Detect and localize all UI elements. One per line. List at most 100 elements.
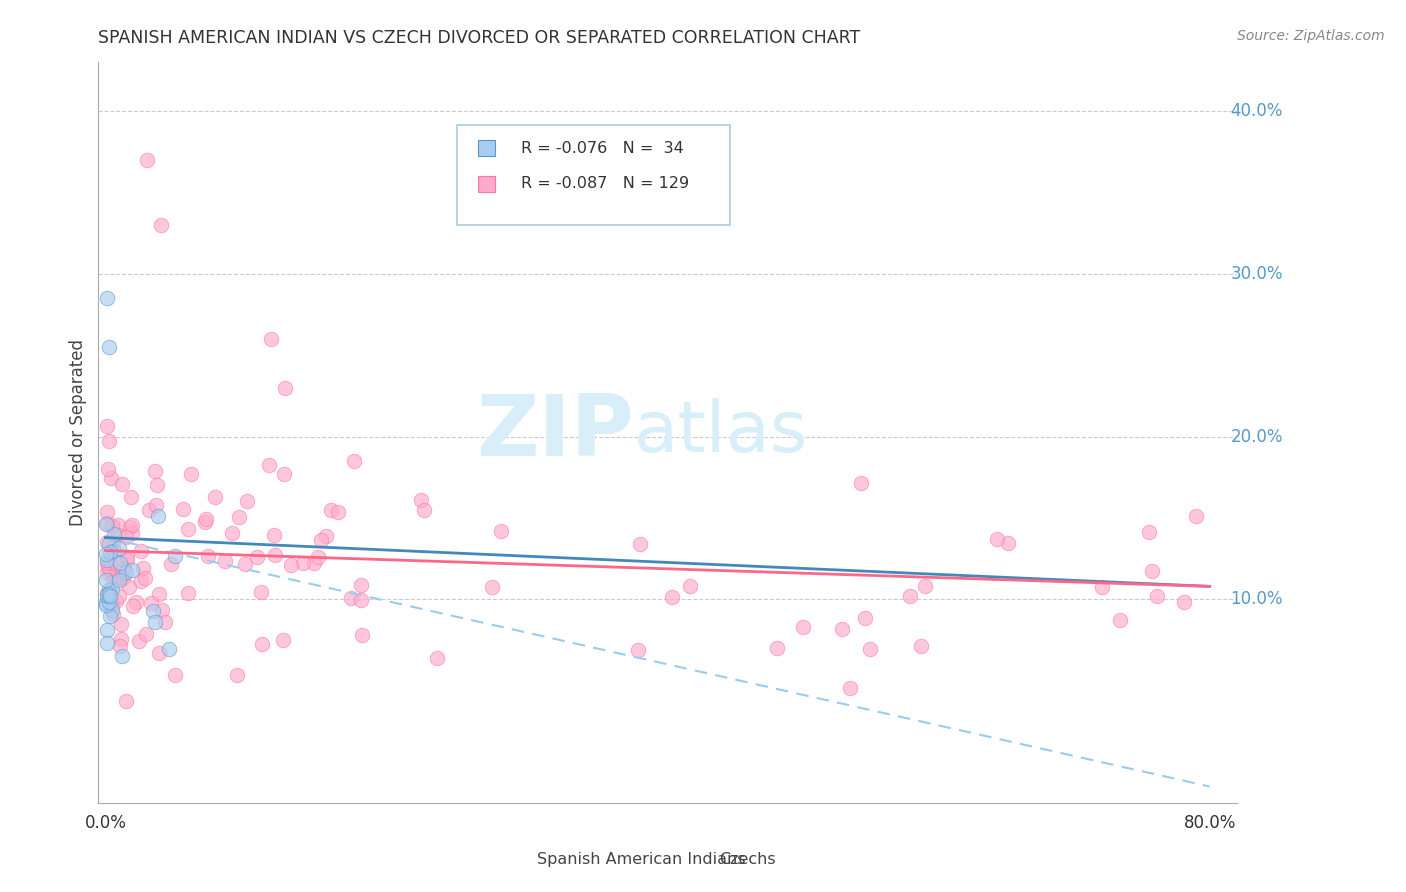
- Point: [135, 627, 157, 641]
- Point: [838, 681, 860, 695]
- Point: [157, 641, 180, 656]
- Point: [103, 535, 125, 549]
- Point: [831, 623, 853, 637]
- Point: [263, 528, 285, 542]
- Point: [172, 502, 194, 516]
- Point: [148, 646, 170, 660]
- Point: [250, 585, 273, 599]
- Point: [326, 505, 349, 519]
- Point: [120, 490, 142, 504]
- Point: [118, 520, 141, 534]
- Text: R = -0.076   N =  34: R = -0.076 N = 34: [522, 141, 683, 156]
- Point: [1091, 581, 1114, 595]
- Point: [849, 476, 872, 491]
- Point: [98, 545, 121, 559]
- Point: [1146, 590, 1168, 604]
- Point: [792, 619, 814, 633]
- Text: 0.0%: 0.0%: [84, 814, 127, 832]
- Point: [246, 550, 269, 565]
- Point: [302, 557, 325, 571]
- Text: SPANISH AMERICAN INDIAN VS CZECH DIVORCED OR SEPARATED CORRELATION CHART: SPANISH AMERICAN INDIAN VS CZECH DIVORCE…: [98, 29, 860, 47]
- Point: [274, 381, 297, 395]
- Point: [105, 556, 128, 570]
- Point: [121, 518, 143, 533]
- Point: [143, 465, 166, 479]
- Point: [96, 292, 118, 306]
- Text: atlas: atlas: [634, 398, 808, 467]
- Y-axis label: Divorced or Separated: Divorced or Separated: [69, 339, 87, 526]
- Point: [108, 589, 131, 603]
- Point: [103, 526, 125, 541]
- Point: [114, 694, 136, 708]
- Point: [132, 561, 155, 575]
- Point: [628, 537, 651, 551]
- Point: [98, 582, 121, 597]
- Point: [273, 467, 295, 481]
- Point: [146, 509, 169, 524]
- Point: [150, 603, 173, 617]
- Point: [121, 525, 143, 540]
- Point: [129, 544, 152, 558]
- Point: [97, 537, 120, 551]
- Point: [489, 524, 512, 538]
- Point: [110, 571, 132, 585]
- Point: [997, 536, 1019, 550]
- Point: [342, 453, 364, 467]
- Point: [98, 555, 121, 569]
- Point: [271, 633, 294, 648]
- Point: [96, 516, 118, 530]
- Point: [96, 565, 118, 579]
- Point: [96, 556, 118, 570]
- Point: [252, 636, 274, 650]
- Point: [115, 553, 138, 567]
- Point: [986, 532, 1008, 546]
- Point: [195, 512, 218, 526]
- Text: 30.0%: 30.0%: [1230, 265, 1282, 283]
- Point: [101, 574, 124, 589]
- Point: [122, 599, 145, 613]
- Point: [107, 573, 129, 587]
- Point: [96, 553, 118, 567]
- Point: [101, 607, 124, 621]
- Point: [94, 598, 117, 612]
- Point: [100, 589, 122, 603]
- Point: [148, 586, 170, 600]
- Point: [107, 541, 129, 555]
- Point: [204, 490, 226, 504]
- Point: [96, 534, 118, 549]
- Point: [114, 531, 136, 545]
- Point: [101, 603, 124, 617]
- Point: [307, 549, 329, 564]
- Point: [100, 471, 122, 485]
- Point: [111, 476, 134, 491]
- Point: [139, 596, 162, 610]
- Point: [101, 598, 124, 612]
- Point: [97, 559, 120, 574]
- Point: [1173, 594, 1195, 608]
- Point: [103, 544, 125, 558]
- Point: [180, 467, 202, 481]
- Point: [228, 510, 250, 524]
- Point: [264, 548, 287, 562]
- Point: [233, 558, 256, 572]
- Point: [1108, 613, 1130, 627]
- Point: [145, 498, 167, 512]
- Point: [110, 632, 132, 646]
- Point: [339, 591, 361, 606]
- Point: [292, 556, 315, 570]
- Point: [214, 554, 236, 568]
- Point: [98, 340, 121, 354]
- Point: [165, 549, 187, 564]
- Point: [163, 668, 186, 682]
- Text: Czechs: Czechs: [718, 852, 776, 866]
- Point: [280, 558, 302, 572]
- Text: 20.0%: 20.0%: [1230, 427, 1282, 446]
- Point: [107, 528, 129, 542]
- Text: 80.0%: 80.0%: [1184, 814, 1236, 832]
- Point: [98, 609, 121, 624]
- Point: [661, 590, 683, 604]
- Text: ZIP: ZIP: [477, 391, 634, 475]
- Point: [176, 586, 198, 600]
- Point: [134, 571, 156, 585]
- FancyBboxPatch shape: [509, 848, 529, 870]
